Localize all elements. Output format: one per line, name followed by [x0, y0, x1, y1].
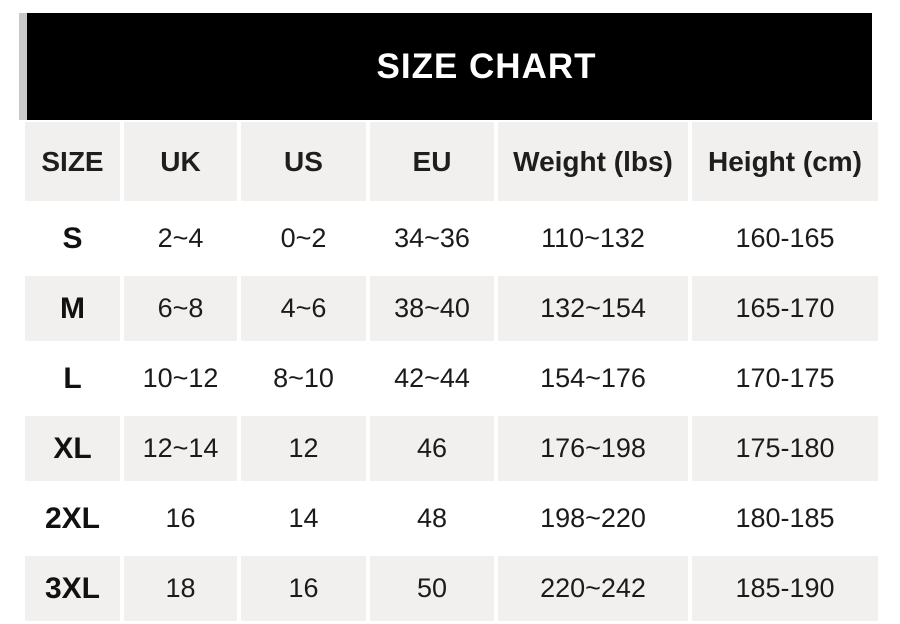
- banner-accent-strip: [19, 13, 27, 120]
- column-header-size: SIZE: [25, 122, 120, 201]
- cell-3xl-uk: 18: [124, 556, 237, 621]
- cell-xl-eu: 46: [370, 416, 494, 481]
- cell-l-size: L: [63, 361, 82, 395]
- cell-2xl-size: 2XL: [44, 501, 101, 535]
- cell-xl-size: XL: [25, 416, 120, 481]
- cell-xl-height: 175-180: [692, 416, 878, 481]
- cell-m-height: 165-170: [692, 276, 878, 341]
- column-header-us: US: [241, 122, 366, 201]
- cell-m-weight: 132~154: [498, 276, 688, 341]
- cell-2xl-us: 14: [288, 503, 319, 533]
- cell-3xl-weight: 220~242: [498, 556, 688, 621]
- cell-m-eu: 38~40: [370, 276, 494, 341]
- cell-s-us: 0~2: [280, 223, 327, 253]
- cell-2xl-height: 180-185: [735, 503, 835, 533]
- table-row-l: L 10~12 8~10 42~44 154~176 170-175: [25, 346, 878, 411]
- cell-3xl-eu: 50: [370, 556, 494, 621]
- column-header-uk: UK: [124, 122, 237, 201]
- cell-2xl-eu: 48: [416, 503, 448, 533]
- table-row-2xl: 2XL 16 14 48 198~220 180-185: [25, 486, 878, 551]
- table-row-3xl: 3XL 18 16 50 220~242 185-190: [25, 556, 878, 621]
- page-title: SIZE CHART: [376, 46, 597, 86]
- column-header-weight: Weight (lbs): [498, 122, 688, 201]
- cell-m-size: M: [25, 276, 120, 341]
- cell-3xl-height: 185-190: [692, 556, 878, 621]
- cell-l-uk: 10~12: [142, 363, 219, 393]
- cell-xl-weight: 176~198: [498, 416, 688, 481]
- column-header-height: Height (cm): [692, 122, 878, 201]
- cell-s-height: 160-165: [735, 223, 835, 253]
- cell-s-size: S: [62, 221, 83, 255]
- cell-2xl-weight: 198~220: [540, 503, 646, 533]
- cell-s-eu: 34~36: [394, 223, 470, 253]
- cell-xl-us: 12: [241, 416, 366, 481]
- cell-3xl-us: 16: [241, 556, 366, 621]
- cell-l-eu: 42~44: [394, 363, 470, 393]
- table-row-xl: XL 12~14 12 46 176~198 175-180: [25, 416, 878, 481]
- cell-s-uk: 2~4: [157, 223, 204, 253]
- cell-s-weight: 110~132: [541, 223, 645, 253]
- table-header-row: SIZE UK US EU Weight (lbs) Height (cm): [25, 122, 878, 201]
- cell-3xl-size: 3XL: [25, 556, 120, 621]
- size-chart-table: SIZE UK US EU Weight (lbs) Height (cm) S…: [25, 122, 878, 621]
- cell-m-us: 4~6: [241, 276, 366, 341]
- cell-l-weight: 154~176: [540, 363, 646, 393]
- size-chart-banner: SIZE CHART: [27, 13, 872, 120]
- cell-2xl-uk: 16: [165, 503, 196, 533]
- cell-l-height: 170-175: [735, 363, 835, 393]
- column-header-eu: EU: [370, 122, 494, 201]
- table-row-m: M 6~8 4~6 38~40 132~154 165-170: [25, 276, 878, 341]
- cell-l-us: 8~10: [273, 363, 334, 393]
- cell-xl-uk: 12~14: [124, 416, 237, 481]
- table-row-s: S 2~4 0~2 34~36 110~132 160-165: [25, 206, 878, 271]
- cell-m-uk: 6~8: [124, 276, 237, 341]
